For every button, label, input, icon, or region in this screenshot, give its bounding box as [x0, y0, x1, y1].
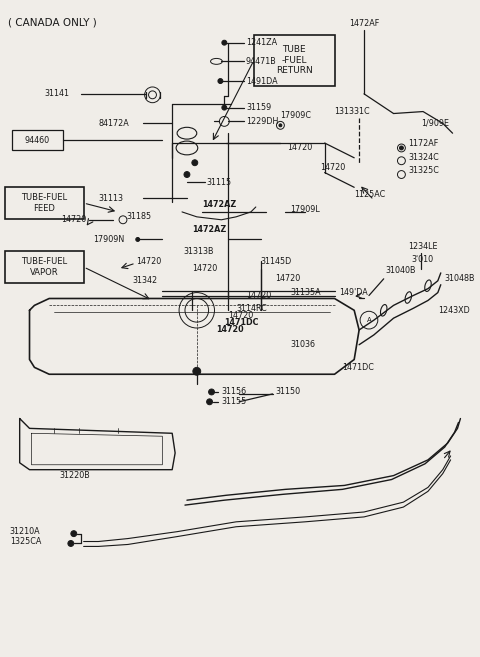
Text: TUBE-FUEL
FEED: TUBE-FUEL FEED	[21, 193, 67, 213]
Circle shape	[136, 237, 140, 241]
Text: 14720: 14720	[276, 275, 301, 283]
Text: 31040B: 31040B	[385, 267, 416, 275]
Text: 31313B: 31313B	[183, 247, 214, 256]
Text: 131331C: 131331C	[335, 107, 370, 116]
Text: 1471DC: 1471DC	[224, 317, 259, 327]
Circle shape	[192, 160, 198, 166]
Text: 1472AF: 1472AF	[349, 18, 380, 28]
Text: 1491DA: 1491DA	[246, 77, 277, 85]
Text: 31155: 31155	[221, 397, 247, 406]
Text: 31220B: 31220B	[59, 471, 90, 480]
Text: 31145D: 31145D	[261, 257, 292, 265]
Text: 1325CA: 1325CA	[10, 537, 41, 546]
Text: 31210A: 31210A	[10, 527, 40, 536]
Text: 1243XD: 1243XD	[438, 306, 469, 315]
Text: 94460: 94460	[25, 135, 50, 145]
Circle shape	[71, 531, 77, 537]
Circle shape	[399, 146, 403, 150]
Text: 31159: 31159	[246, 103, 271, 112]
Text: 94471B: 94471B	[246, 57, 276, 66]
Bar	[12, 130, 63, 150]
Text: 14720: 14720	[288, 143, 312, 152]
Circle shape	[68, 541, 74, 547]
Text: 14720: 14720	[228, 311, 253, 320]
Text: 1234LE: 1234LE	[408, 242, 438, 251]
Text: 31113: 31113	[98, 194, 123, 202]
Circle shape	[184, 171, 190, 177]
Text: 1/909E: 1/909E	[421, 119, 449, 128]
Text: 14720: 14720	[216, 325, 244, 334]
Text: 14720: 14720	[61, 215, 86, 224]
Text: 3114RC: 3114RC	[236, 304, 267, 313]
Bar	[5, 187, 84, 219]
Text: 31325C: 31325C	[408, 166, 439, 175]
Text: 1472AZ: 1472AZ	[192, 225, 226, 234]
Text: 3'010: 3'010	[411, 255, 433, 263]
Text: 31185: 31185	[126, 212, 151, 221]
Text: 14720: 14720	[320, 163, 345, 172]
Text: 1229DH: 1229DH	[246, 117, 278, 126]
Circle shape	[279, 124, 282, 127]
Circle shape	[222, 40, 227, 45]
Text: 14720: 14720	[246, 291, 271, 300]
Text: ( CANADA ONLY ): ( CANADA ONLY )	[8, 17, 96, 27]
Text: 31036: 31036	[290, 340, 315, 350]
Text: TUBE
-FUEL
RETURN: TUBE -FUEL RETURN	[276, 45, 312, 76]
Text: 31141: 31141	[44, 89, 69, 99]
Text: 84172A: 84172A	[98, 119, 129, 128]
Text: 14720: 14720	[192, 265, 217, 273]
Text: 17909C: 17909C	[280, 111, 312, 120]
Text: 1471DC: 1471DC	[342, 363, 374, 372]
Bar	[5, 251, 84, 283]
Circle shape	[206, 399, 213, 405]
Circle shape	[218, 79, 223, 83]
Text: A: A	[367, 317, 372, 323]
Text: 31115: 31115	[206, 178, 232, 187]
Text: 17909N: 17909N	[94, 235, 125, 244]
Text: 149'DA: 149'DA	[339, 288, 368, 297]
Text: 1125AC: 1125AC	[354, 190, 385, 198]
Text: 31150: 31150	[276, 388, 300, 396]
Text: 31342: 31342	[133, 277, 158, 285]
Text: 1172AF: 1172AF	[408, 139, 439, 148]
Circle shape	[222, 105, 227, 110]
Text: 31324C: 31324C	[408, 153, 439, 162]
Circle shape	[193, 367, 201, 375]
Text: 31156: 31156	[221, 388, 247, 396]
Text: 17909L: 17909L	[290, 206, 320, 214]
Bar	[254, 35, 335, 86]
Text: TUBE-FUEL
VAPOR: TUBE-FUEL VAPOR	[21, 258, 67, 277]
Circle shape	[209, 389, 215, 395]
Text: 1472AZ: 1472AZ	[202, 200, 236, 208]
Text: 31048B: 31048B	[444, 275, 475, 283]
Text: 14720: 14720	[136, 257, 161, 265]
Text: 31135A: 31135A	[290, 288, 321, 297]
Text: 1241ZA: 1241ZA	[246, 38, 277, 47]
